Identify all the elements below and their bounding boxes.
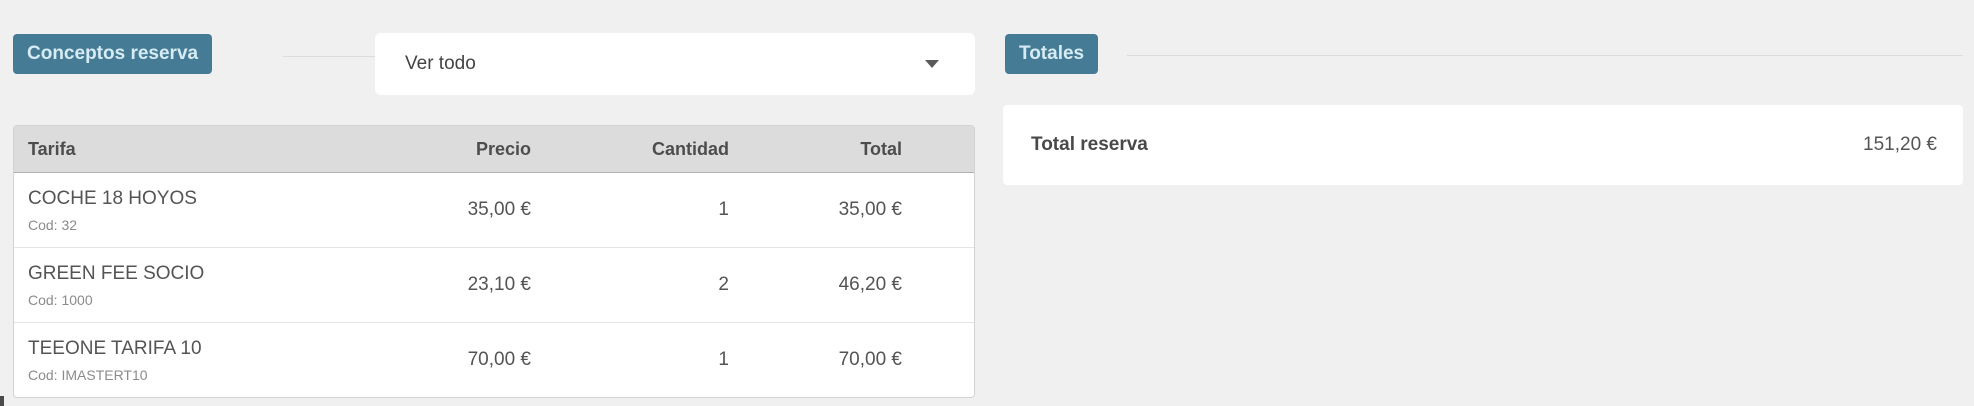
chevron-down-icon: [925, 60, 939, 68]
tarifa-code: Cod: 1000: [28, 291, 93, 308]
precio-cell: 70,00 €: [467, 349, 531, 370]
cut-off-artifact: [0, 396, 4, 406]
column-header-precio: Precio: [381, 126, 531, 173]
cantidad-cell: 1: [718, 349, 729, 370]
table-row[interactable]: GREEN FEE SOCIO Cod: 1000 23,10 € 2 46,2…: [14, 247, 974, 323]
filter-dropdown[interactable]: Ver todo: [375, 33, 975, 95]
totales-badge: Totales: [1005, 34, 1099, 74]
total-reserva-card: Total reserva 151,20 €: [1003, 105, 1963, 185]
column-header-total: Total: [729, 126, 974, 173]
filter-dropdown-value: Ver todo: [405, 53, 476, 74]
totales-divider-line: [1127, 55, 1963, 56]
total-cell: 35,00 €: [729, 172, 974, 248]
total-reserva-value: 151,20 €: [1863, 134, 1937, 155]
tarifa-name: GREEN FEE SOCIO: [28, 262, 205, 284]
total-cell: 46,20 €: [729, 247, 974, 323]
tarifa-code: Cod: IMASTERT10: [28, 366, 148, 383]
total-cell: 70,00 €: [838, 349, 902, 370]
tarifa-name: TEEONE TARIFA 10: [28, 337, 202, 359]
tarifa-cell: GREEN FEE SOCIO Cod: 1000: [14, 247, 381, 323]
cantidad-cell: 2: [531, 247, 729, 323]
tarifas-table: Tarifa Precio Cantidad Total COCHE 18 HO…: [13, 125, 975, 398]
precio-cell: 35,00 €: [381, 172, 531, 248]
tarifa-cell: TEEONE TARIFA 10 Cod: IMASTERT10: [14, 323, 381, 398]
conceptos-divider-line: [283, 56, 375, 57]
column-header-cantidad: Cantidad: [531, 126, 729, 173]
total-reserva-label: Total reserva: [1031, 134, 1148, 155]
table-header-row: Tarifa Precio Cantidad Total: [14, 126, 974, 173]
table-row[interactable]: TEEONE TARIFA 10 Cod: IMASTERT10 70,00 €…: [14, 323, 974, 398]
tarifa-name: COCHE 18 HOYOS: [28, 187, 197, 209]
conceptos-reserva-badge: Conceptos reserva: [13, 34, 213, 74]
tarifa-code: Cod: 32: [28, 216, 78, 233]
cantidad-cell: 1: [531, 172, 729, 248]
precio-cell: 23,10 €: [381, 247, 531, 323]
column-header-tarifa: Tarifa: [14, 126, 381, 173]
tarifa-cell: COCHE 18 HOYOS Cod: 32: [14, 172, 381, 248]
table-row[interactable]: COCHE 18 HOYOS Cod: 32 35,00 € 1 35,00 €: [14, 172, 974, 248]
